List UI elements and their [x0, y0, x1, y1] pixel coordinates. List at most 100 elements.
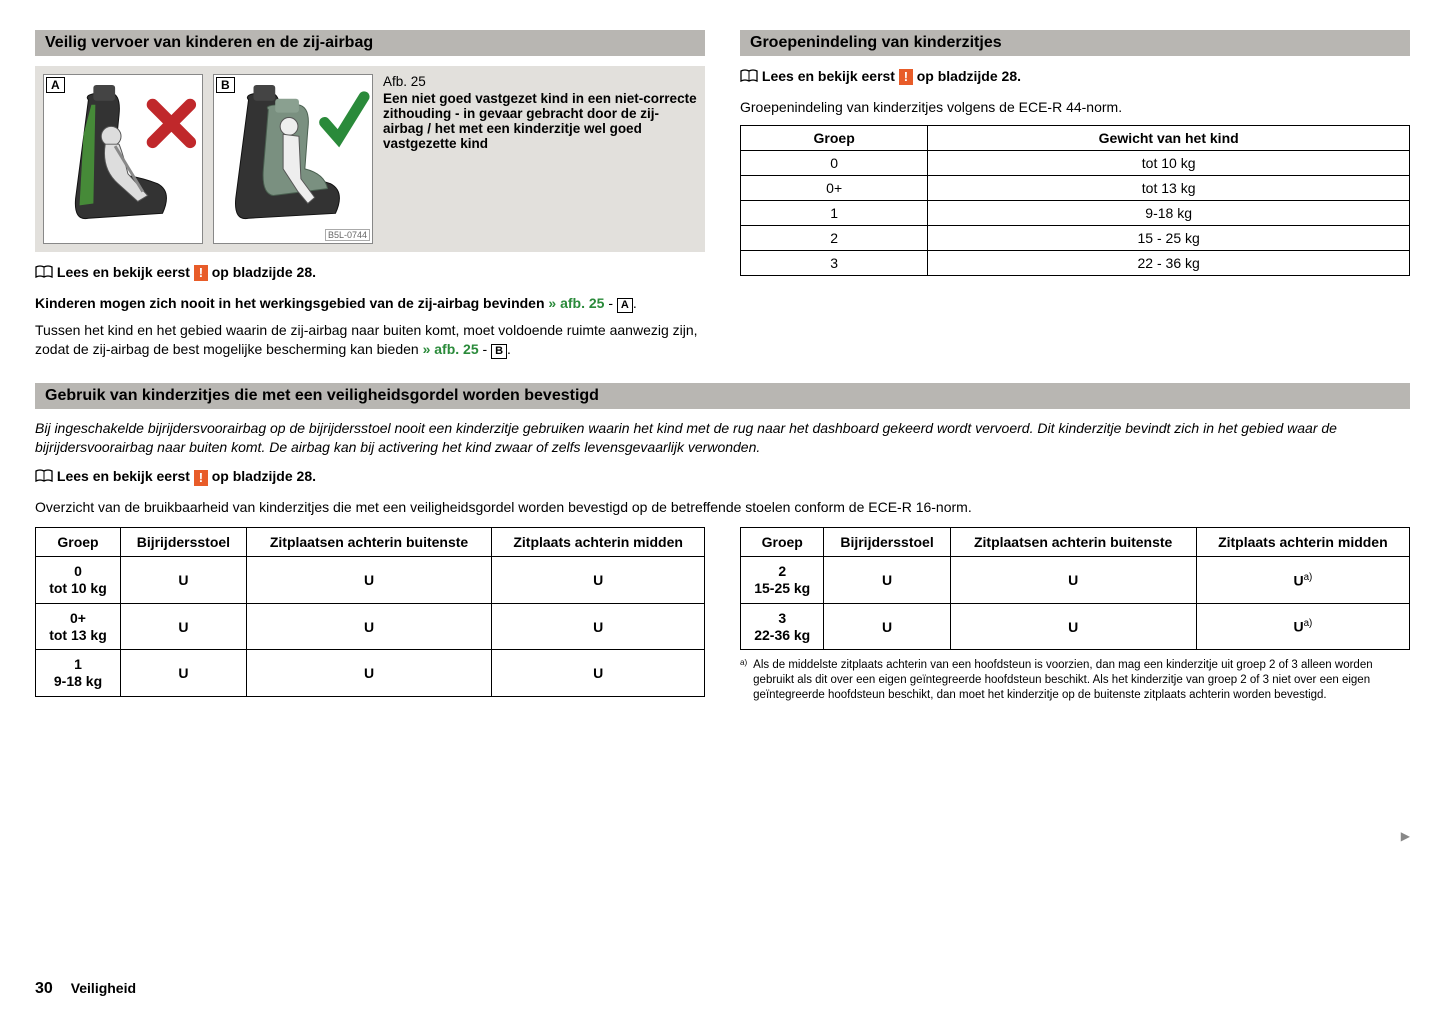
table-cell: U	[246, 557, 491, 604]
figure-caption: Afb. 25 Een niet goed vastgezet kind in …	[383, 74, 697, 151]
footnote-text: Als de middelste zitplaats achterin van …	[753, 658, 1410, 703]
table-header: Groep	[741, 528, 824, 557]
seat-correct-illustration	[214, 75, 372, 243]
table-row: 215-25 kgUUUa)	[741, 557, 1410, 604]
table-cell: U	[121, 557, 247, 604]
para2-ref: » afb. 25	[423, 341, 479, 357]
table-cell: U	[950, 603, 1196, 650]
table-cell: U	[824, 557, 950, 604]
seat-tables-row: Groep Bijrijdersstoel Zitplaatsen achter…	[35, 527, 1410, 703]
figure-code: B5L-0744	[325, 229, 370, 241]
footnote-marker: a)	[740, 658, 747, 703]
table-row: 215 - 25 kg	[741, 225, 1410, 250]
section3-intro: Overzicht van de bruikbaarheid van kinde…	[35, 498, 1410, 517]
figure-25-b: B B5L-0744	[213, 74, 373, 244]
seat-table-left-wrap: Groep Bijrijdersstoel Zitplaatsen achter…	[35, 527, 705, 703]
left-column: Veilig vervoer van kinderen en de zij-ai…	[35, 30, 705, 367]
figure-25: A	[35, 66, 705, 252]
continue-arrow-icon: ▶	[1401, 829, 1410, 843]
group-cell: 322-36 kg	[741, 603, 824, 650]
figure-label-a: A	[46, 77, 65, 93]
seat-table-right: Groep Bijrijdersstoel Zitplaatsen achter…	[740, 527, 1410, 650]
section2-readfirst: Lees en bekijk eerst ! op bladzijde 28.	[740, 68, 1410, 86]
section3-title: Gebruik van kinderzitjes die met een vei…	[35, 383, 1410, 409]
para1-bold: Kinderen mogen zich nooit in het werking…	[35, 295, 545, 311]
group-cell: 0+tot 13 kg	[36, 603, 121, 650]
book-icon	[35, 469, 53, 486]
para2-text: Tussen het kind en het gebied waarin de …	[35, 322, 698, 357]
page-number: 30	[35, 980, 53, 997]
para2-refbox: B	[491, 344, 507, 359]
table-header: Bijrijdersstoel	[121, 528, 247, 557]
table-header: Gewicht van het kind	[928, 125, 1410, 150]
table-row: 19-18 kg	[741, 200, 1410, 225]
table-cell: 15 - 25 kg	[928, 225, 1410, 250]
table-cell: 3	[741, 250, 928, 275]
table-header: Groep	[36, 528, 121, 557]
section1-para1: Kinderen mogen zich nooit in het werking…	[35, 294, 705, 313]
figure-25-a: A	[43, 74, 203, 244]
table-row: 19-18 kgUUU	[36, 650, 705, 697]
warning-icon: !	[899, 69, 913, 85]
table-header: Zitplaats achterin midden	[1196, 528, 1409, 557]
table-header: Bijrijdersstoel	[824, 528, 950, 557]
table-cell: U	[950, 557, 1196, 604]
figure-label-b: B	[216, 77, 235, 93]
table-cell: tot 10 kg	[928, 150, 1410, 175]
table-cell: Ua)	[1196, 557, 1409, 604]
group-cell: 215-25 kg	[741, 557, 824, 604]
group-weight-table: Groep Gewicht van het kind 0tot 10 kg0+t…	[740, 125, 1410, 276]
section3: Gebruik van kinderzitjes die met een vei…	[35, 383, 1410, 703]
seat-table-left: Groep Bijrijdersstoel Zitplaatsen achter…	[35, 527, 705, 697]
seat-table-right-wrap: Groep Bijrijdersstoel Zitplaatsen achter…	[740, 527, 1410, 703]
section1-readfirst: Lees en bekijk eerst ! op bladzijde 28.	[35, 264, 705, 282]
warning-icon: !	[194, 265, 208, 281]
figure-number: Afb. 25	[383, 74, 426, 89]
readfirst-suffix: op bladzijde 28.	[212, 264, 316, 280]
table-cell: U	[492, 557, 705, 604]
readfirst-prefix: Lees en bekijk eerst	[57, 468, 190, 484]
group-cell: 0tot 10 kg	[36, 557, 121, 604]
table-cell: U	[246, 603, 491, 650]
table-header: Groep	[741, 125, 928, 150]
readfirst-prefix: Lees en bekijk eerst	[57, 264, 190, 280]
table-header: Zitplaats achterin midden	[492, 528, 705, 557]
table-cell: 9-18 kg	[928, 200, 1410, 225]
section1-title: Veilig vervoer van kinderen en de zij-ai…	[35, 30, 705, 56]
table-cell: 2	[741, 225, 928, 250]
table-row: 322 - 36 kg	[741, 250, 1410, 275]
footnote: a) Als de middelste zitplaats achterin v…	[740, 658, 1410, 703]
table-header: Zitplaatsen achterin buitenste	[246, 528, 491, 557]
table-cell: 0	[741, 150, 928, 175]
right-column: Groepenindeling van kinderzitjes Lees en…	[740, 30, 1410, 367]
table-cell: U	[246, 650, 491, 697]
book-icon	[740, 69, 758, 86]
table-row: 0+tot 13 kg	[741, 175, 1410, 200]
table-row: 0tot 10 kg	[741, 150, 1410, 175]
table-cell: Ua)	[1196, 603, 1409, 650]
book-icon	[35, 265, 53, 282]
readfirst-suffix: op bladzijde 28.	[212, 468, 316, 484]
table-row: 0+tot 13 kgUUU	[36, 603, 705, 650]
readfirst-suffix: op bladzijde 28.	[917, 68, 1021, 84]
section3-warning: Bij ingeschakelde bijrijdersvoorairbag o…	[35, 419, 1410, 457]
para1-ref: » afb. 25	[548, 295, 604, 311]
readfirst-prefix: Lees en bekijk eerst	[762, 68, 895, 84]
section1-para2: Tussen het kind en het gebied waarin de …	[35, 321, 705, 359]
table-cell: U	[121, 603, 247, 650]
seat-wrong-illustration	[44, 75, 202, 243]
table-cell: 0+	[741, 175, 928, 200]
table-header: Zitplaatsen achterin buitenste	[950, 528, 1196, 557]
warning-icon: !	[194, 470, 208, 486]
table-cell: U	[492, 650, 705, 697]
top-columns: Veilig vervoer van kinderen en de zij-ai…	[35, 30, 1410, 367]
table-cell: 22 - 36 kg	[928, 250, 1410, 275]
group-cell: 19-18 kg	[36, 650, 121, 697]
table-cell: U	[824, 603, 950, 650]
section2-title: Groepenindeling van kinderzitjes	[740, 30, 1410, 56]
section3-readfirst: Lees en bekijk eerst ! op bladzijde 28.	[35, 468, 1410, 486]
section2-intro: Groepenindeling van kinderzitjes volgens…	[740, 98, 1410, 117]
table-row: 0tot 10 kgUUU	[36, 557, 705, 604]
figure-caption-text: Een niet goed vastgezet kind in een niet…	[383, 91, 697, 151]
table-cell: tot 13 kg	[928, 175, 1410, 200]
